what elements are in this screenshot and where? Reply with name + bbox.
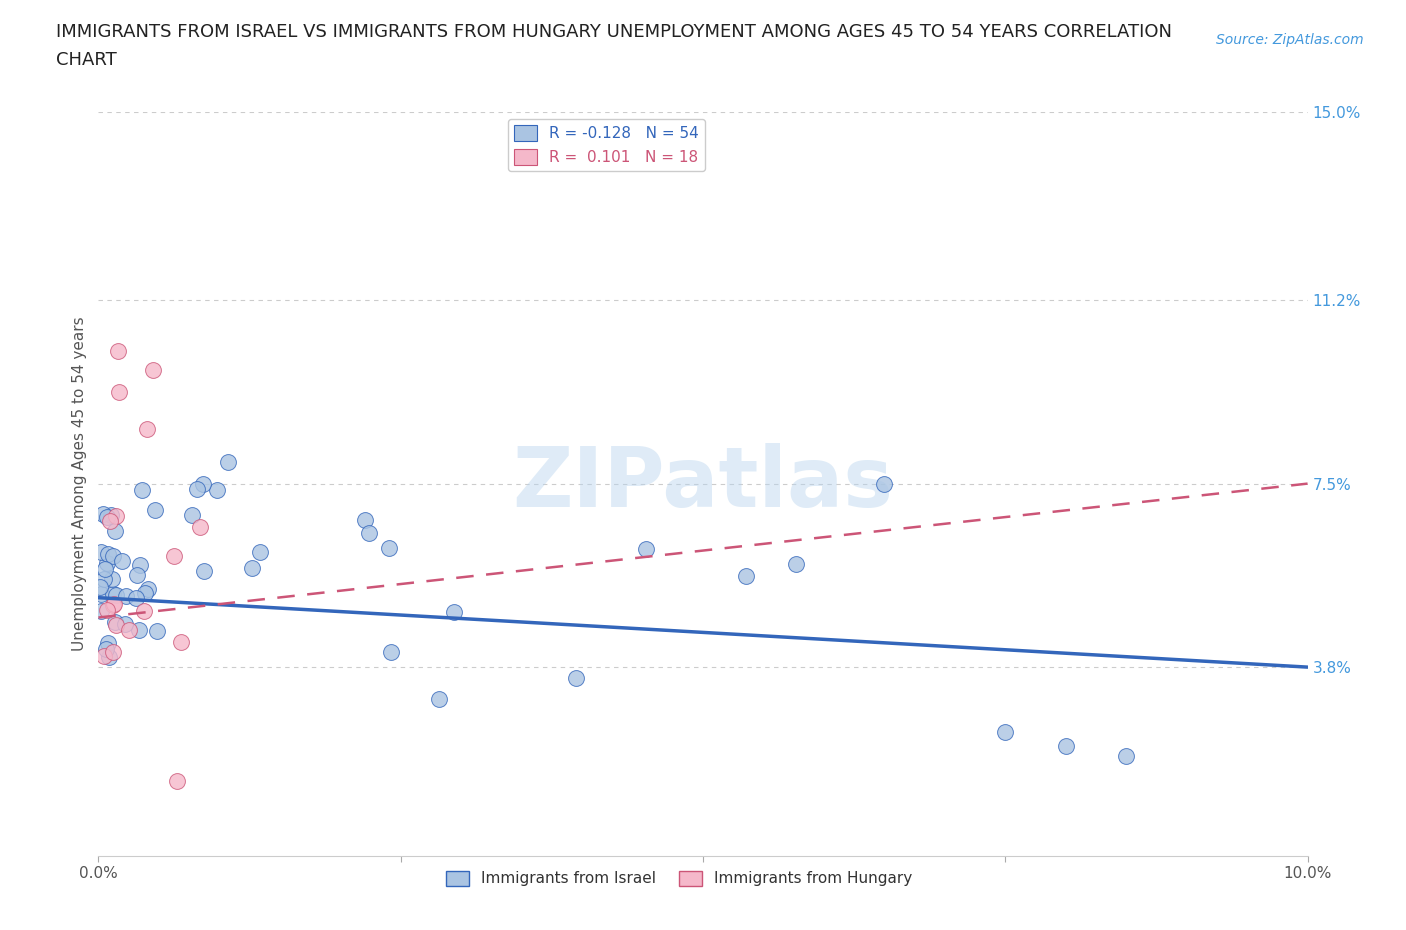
Point	[186, 482, 208, 497]
Point	[134, 585, 156, 600]
Text: ZIPatlas: ZIPatlas	[513, 443, 893, 525]
Point	[96, 603, 118, 618]
Point	[143, 502, 166, 517]
Point	[101, 598, 124, 613]
Point	[188, 520, 211, 535]
Point	[101, 572, 124, 587]
Point	[734, 568, 756, 583]
Point	[380, 644, 402, 659]
Point	[128, 622, 150, 637]
Point	[115, 589, 138, 604]
Point	[90, 587, 112, 602]
Point	[132, 604, 155, 618]
Point	[118, 622, 141, 637]
Point	[93, 562, 115, 577]
Point	[114, 617, 136, 631]
Point	[127, 567, 149, 582]
Point	[191, 477, 214, 492]
Point	[100, 508, 122, 523]
Point	[125, 591, 148, 605]
Point	[166, 774, 188, 789]
Point	[217, 455, 239, 470]
Point	[93, 572, 115, 587]
Point	[89, 579, 111, 594]
Point	[107, 343, 129, 358]
Point	[97, 649, 120, 664]
Point	[427, 691, 450, 706]
Point	[359, 525, 381, 540]
Point	[136, 422, 159, 437]
Point	[104, 524, 127, 538]
Point	[636, 541, 658, 556]
Point	[97, 546, 120, 561]
Point	[103, 548, 125, 563]
Point	[90, 544, 112, 559]
Point	[136, 581, 159, 596]
Point	[91, 506, 114, 521]
Text: CHART: CHART	[56, 51, 117, 69]
Point	[108, 384, 131, 399]
Point	[994, 724, 1017, 739]
Point	[104, 509, 127, 524]
Point	[96, 555, 118, 570]
Point	[170, 635, 193, 650]
Point	[193, 564, 215, 578]
Point	[111, 553, 134, 568]
Point	[565, 671, 588, 685]
Point	[1054, 739, 1077, 754]
Point	[96, 509, 118, 524]
Point	[105, 588, 128, 603]
Y-axis label: Unemployment Among Ages 45 to 54 years: Unemployment Among Ages 45 to 54 years	[72, 316, 87, 651]
Point	[104, 615, 127, 630]
Point	[103, 596, 125, 611]
Point	[240, 560, 263, 575]
Point	[131, 483, 153, 498]
Point	[873, 476, 896, 491]
Point	[101, 645, 124, 660]
Point	[785, 557, 807, 572]
Point	[128, 558, 150, 573]
Point	[93, 648, 115, 663]
Text: IMMIGRANTS FROM ISRAEL VS IMMIGRANTS FROM HUNGARY UNEMPLOYMENT AMONG AGES 45 TO : IMMIGRANTS FROM ISRAEL VS IMMIGRANTS FRO…	[56, 23, 1173, 41]
Point	[105, 618, 128, 632]
Point	[443, 605, 465, 620]
Point	[101, 586, 124, 601]
Point	[97, 636, 120, 651]
Point	[205, 483, 228, 498]
Point	[354, 513, 377, 528]
Point	[1115, 749, 1137, 764]
Legend: Immigrants from Israel, Immigrants from Hungary: Immigrants from Israel, Immigrants from …	[440, 864, 918, 893]
Point	[378, 540, 401, 555]
Point	[145, 624, 167, 639]
Point	[163, 549, 186, 564]
Point	[249, 545, 271, 560]
Point	[94, 642, 117, 657]
Text: Source: ZipAtlas.com: Source: ZipAtlas.com	[1216, 33, 1364, 46]
Point	[90, 604, 112, 618]
Point	[181, 507, 204, 522]
Point	[142, 363, 165, 378]
Point	[98, 513, 121, 528]
